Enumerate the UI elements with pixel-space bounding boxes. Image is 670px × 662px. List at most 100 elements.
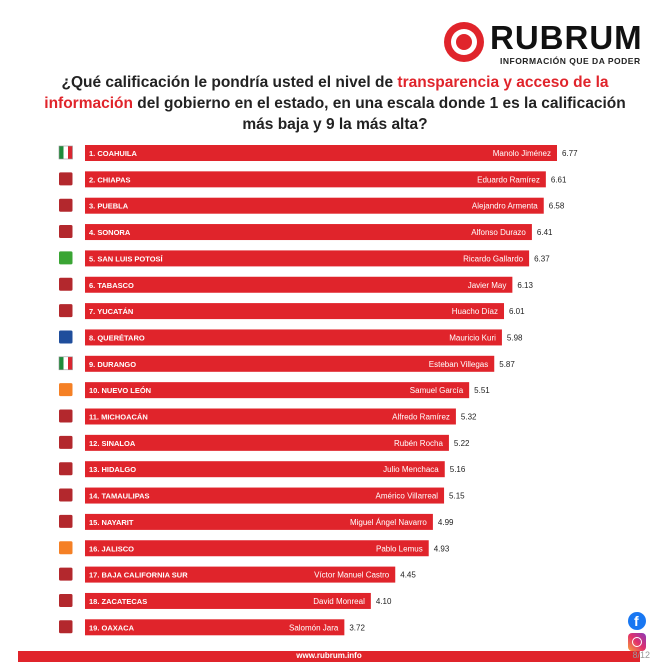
bar-governor-label: Julio Menchaca <box>383 465 439 474</box>
bar-governor-label: Américo Villarreal <box>376 492 439 501</box>
bar <box>85 145 557 161</box>
bar-value-label: 6.77 <box>562 149 578 158</box>
morena-icon <box>59 198 73 212</box>
bar-state-label: 17. BAJA CALIFORNIA SUR <box>89 571 188 580</box>
bar-state-label: 6. TABASCO <box>89 281 134 290</box>
bar-state-label: 10. NUEVO LEÓN <box>89 386 151 395</box>
bar-governor-label: Alejandro Armenta <box>472 202 538 211</box>
bar <box>85 276 513 293</box>
pri-icon <box>58 145 73 160</box>
morena-icon <box>59 409 73 423</box>
bar-governor-label: Eduardo Ramírez <box>477 175 540 184</box>
bar-row: 9. DURANGO Esteban Villegas 5.87 <box>58 355 515 372</box>
bar-value-label: 4.99 <box>438 518 454 527</box>
bar-row: 19. OAXACA Salomón Jara 3.72 <box>59 619 365 636</box>
facebook-icon[interactable]: f <box>628 612 646 630</box>
bar-state-label: 18. ZACATECAS <box>89 597 147 606</box>
bar-state-label: 11. MICHOACÁN <box>89 413 148 422</box>
bar-state-label: 14. TAMAULIPAS <box>89 492 150 501</box>
bar-value-label: 4.45 <box>400 571 416 580</box>
footer-bar: www.rubrum.info <box>18 651 640 662</box>
bar-row: 16. JALISCO Pablo Lemus 4.93 <box>59 540 450 557</box>
morena-icon <box>59 172 73 186</box>
bar-row: 10. NUEVO LEÓN Samuel García 5.51 <box>59 382 490 399</box>
bar <box>85 513 433 530</box>
bar-state-label: 8. QUERÉTARO <box>89 333 145 342</box>
morena-icon <box>59 304 73 318</box>
bar-value-label: 5.98 <box>507 333 523 342</box>
bar-value-label: 3.72 <box>349 623 365 632</box>
bar <box>85 408 456 425</box>
morena-icon <box>59 488 73 502</box>
bar-governor-label: Víctor Manuel Castro <box>314 571 390 580</box>
bar-value-label: 5.16 <box>450 465 466 474</box>
bar-value-label: 5.15 <box>449 492 465 501</box>
bar-state-label: 1. COAHUILA <box>89 149 138 158</box>
bar-state-label: 3. PUEBLA <box>89 202 129 211</box>
mc-icon <box>59 541 73 555</box>
morena-icon <box>59 225 73 239</box>
bar-value-label: 6.58 <box>549 202 565 211</box>
pan-icon <box>59 330 73 344</box>
bar-governor-label: Salomón Jara <box>289 623 339 632</box>
bar-governor-label: Samuel García <box>410 386 464 395</box>
bar-state-label: 15. NAYARIT <box>89 518 134 527</box>
bar-state-label: 16. JALISCO <box>89 544 134 553</box>
question-part1: ¿Qué calificación le pondría usted el ni… <box>61 74 398 91</box>
bar-governor-label: David Monreal <box>313 597 365 606</box>
bar-value-label: 6.61 <box>551 175 567 184</box>
bar-governor-label: Mauricio Kuri <box>449 333 496 342</box>
chart-question: ¿Qué calificación le pondría usted el ni… <box>28 72 642 135</box>
bar-row: 6. TABASCO Javier May 6.13 <box>59 276 534 293</box>
bar-row: 13. HIDALGO Julio Menchaca 5.16 <box>59 461 466 478</box>
bar <box>85 566 396 583</box>
footer-url[interactable]: www.rubrum.info <box>296 651 362 660</box>
question-highlight: transparencia y acceso de la información <box>44 74 609 112</box>
bar-state-label: 2. CHIAPAS <box>89 175 131 184</box>
morena-icon <box>59 620 73 634</box>
question-part2: del gobierno en el estado, en una escala… <box>132 95 626 133</box>
bar-row: 11. MICHOACÁN Alfredo Ramírez 5.32 <box>59 408 477 425</box>
bar-state-label: 19. OAXACA <box>89 623 135 632</box>
rubrum-logo: RUBRUM INFORMACIÓN QUE DA PODER <box>442 20 642 66</box>
morena-icon <box>59 277 73 291</box>
bar-row: 17. BAJA CALIFORNIA SUR Víctor Manuel Cas… <box>59 566 416 583</box>
bar-governor-label: Rubén Rocha <box>394 439 443 448</box>
bar <box>85 382 470 399</box>
bar <box>85 619 345 636</box>
bar <box>85 461 445 478</box>
bar-governor-label: Alfredo Ramírez <box>392 413 450 422</box>
bar-governor-label: Esteban Villegas <box>429 360 488 369</box>
bar-row: 8. QUERÉTARO Mauricio Kuri 5.98 <box>59 329 523 346</box>
bar-row: 15. NAYARIT Miguel Ángel Navarro 4.99 <box>59 513 454 530</box>
bar <box>85 592 371 609</box>
bar-row: 14. TAMAULIPAS Américo Villarreal 5.15 <box>59 487 465 504</box>
bar-row: 1. COAHUILA Manolo Jiménez 6.77 <box>58 145 578 161</box>
bar-value-label: 6.37 <box>534 254 550 263</box>
bar <box>85 487 445 504</box>
brand-name: RUBRUM <box>490 19 643 56</box>
morena-icon <box>59 435 73 449</box>
bar <box>85 329 502 346</box>
bar-value-label: 5.32 <box>461 413 477 422</box>
morena-icon <box>59 593 73 607</box>
bar <box>85 224 532 241</box>
morena-icon <box>59 567 73 581</box>
instagram-icon[interactable] <box>628 633 646 651</box>
bar-governor-label: Javier May <box>468 281 507 290</box>
bar-governor-label: Ricardo Gallardo <box>463 254 524 263</box>
bar-row: 4. SONORA Alfonso Durazo 6.41 <box>59 224 553 241</box>
morena-icon <box>59 514 73 528</box>
bar-state-label: 12. SINALOA <box>89 439 136 448</box>
bar <box>85 197 544 214</box>
bar-value-label: 5.51 <box>474 386 490 395</box>
bar <box>85 540 429 557</box>
bar-value-label: 4.10 <box>376 597 392 606</box>
bar-value-label: 6.41 <box>537 228 553 237</box>
bar-row: 2. CHIAPAS Eduardo Ramírez 6.61 <box>59 171 567 188</box>
bar-governor-label: Manolo Jiménez <box>493 149 551 158</box>
bar-governor-label: Alfonso Durazo <box>471 228 526 237</box>
bar-row: 7. YUCATÁN Huacho Díaz 6.01 <box>59 303 525 320</box>
bar <box>85 171 546 188</box>
